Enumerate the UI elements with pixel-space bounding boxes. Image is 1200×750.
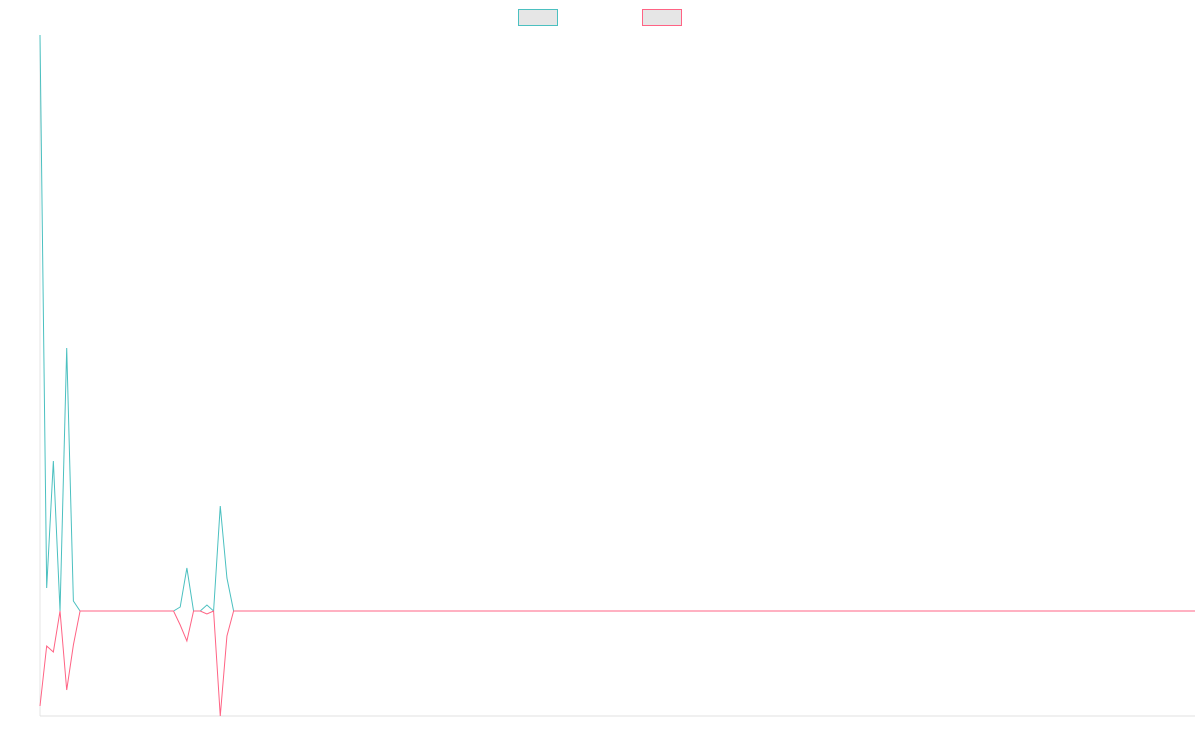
line-series [39, 34, 1195, 613]
legend-swatch[interactable] [518, 9, 558, 26]
line-series [39, 610, 1195, 717]
legend-swatch[interactable] [642, 9, 682, 26]
